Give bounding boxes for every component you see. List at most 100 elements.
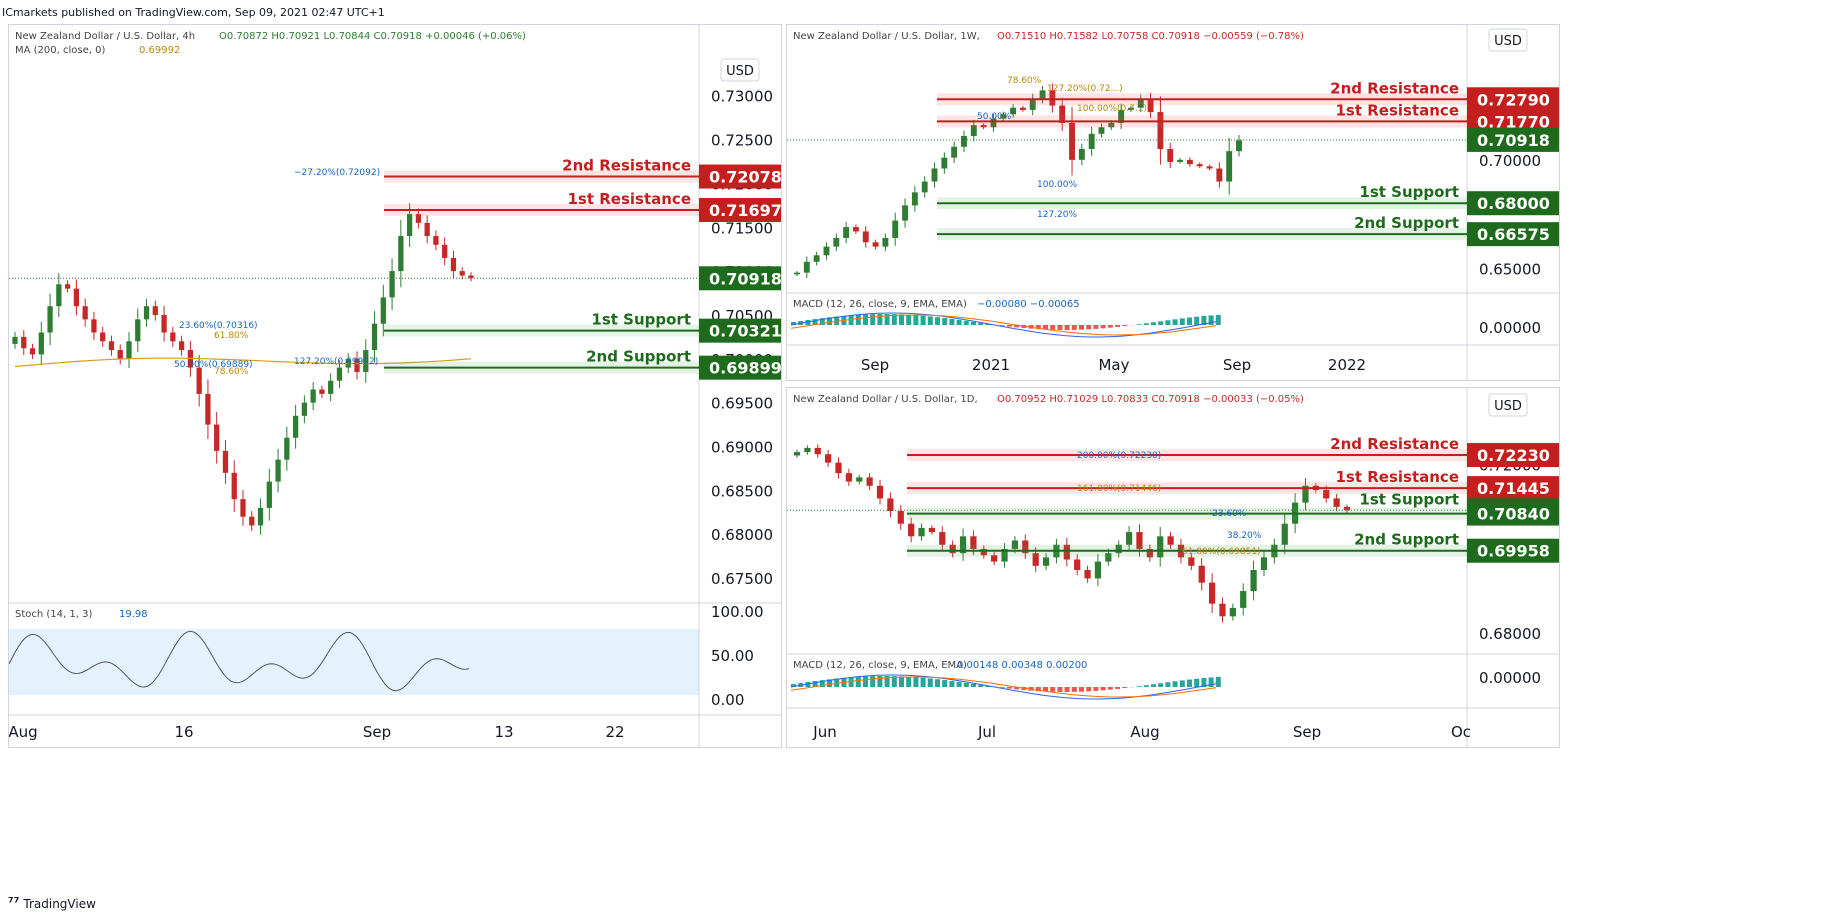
fib-level-label: 127.20% [1037, 210, 1077, 220]
ma-indicator-value: 0.69992 [139, 45, 180, 56]
candle-body [1010, 107, 1017, 115]
level-price-tag [1467, 501, 1559, 526]
level-price-text: 0.70918 [1477, 131, 1550, 150]
macd-histogram-bar [1158, 683, 1164, 687]
chart-svg-weekly[interactable]: New Zealand Dollar / U.S. Dollar, 1W, O0.… [787, 25, 1559, 380]
time-tick-label: Oc [1451, 723, 1471, 741]
tradingview-footer[interactable]: ⁷⁷ TradingView [8, 896, 96, 911]
oscillator-value: 0.00148 0.00348 0.00200 [957, 660, 1087, 671]
macd-histogram-bar [1201, 678, 1207, 687]
candle-body [354, 358, 360, 372]
currency-button[interactable]: USD [1488, 393, 1528, 417]
macd-histogram-bar [1079, 325, 1084, 330]
fib-level-label: 61.80%(0.69851) [1182, 547, 1261, 557]
level-name-label: 1st Support [591, 311, 691, 329]
candle-body [143, 306, 150, 320]
ma200-line [14, 357, 472, 368]
candle-body [852, 227, 859, 232]
candle-body [178, 341, 185, 351]
macd-histogram-bar [1079, 687, 1084, 692]
macd-histogram-bar [1093, 687, 1099, 691]
macd-histogram-bar [999, 325, 1005, 326]
candle-body [949, 544, 956, 554]
macd-histogram-bar [1100, 687, 1106, 691]
candle-body [980, 548, 987, 556]
candle-body [1216, 168, 1223, 182]
time-tick-label: Sep [861, 356, 889, 374]
level-name-label: 1st Resistance [567, 190, 691, 208]
candle-body [336, 367, 343, 381]
candle-body [319, 389, 325, 394]
candle-body [872, 242, 879, 247]
macd-histogram-bar [1050, 325, 1056, 330]
macd-histogram-bar [1215, 676, 1221, 687]
fib-level-label: 78.60% [214, 367, 249, 377]
macd-histogram-bar [855, 676, 861, 687]
time-tick-label: Jun [812, 723, 836, 741]
candle-body [991, 555, 998, 562]
fib-level-label: 127.20%(0.72...) [1047, 84, 1123, 94]
candle-body [301, 402, 308, 416]
macd-histogram-bar [956, 681, 962, 687]
candle-body [823, 246, 830, 256]
level-price-text: 0.72230 [1477, 446, 1550, 465]
candle-body [1000, 114, 1007, 119]
candle-body [1333, 498, 1340, 507]
macd-histogram-bar [819, 680, 825, 687]
candle-body [433, 236, 439, 245]
time-tick-label: May [1098, 356, 1129, 374]
candle-body [959, 536, 967, 554]
candle-body [928, 527, 936, 533]
currency-button[interactable]: USD [1488, 28, 1528, 52]
macd-histogram-bar [906, 676, 912, 687]
macd-histogram-bar [791, 684, 796, 687]
candle-body [1039, 90, 1046, 100]
chart-svg-daily[interactable]: New Zealand Dollar / U.S. Dollar, 1D, O0.… [787, 388, 1559, 747]
price-tick-label: 0.68000 [711, 526, 773, 544]
macd-histogram-bar [899, 676, 904, 687]
candle-body [468, 275, 474, 279]
level-price-tag [1467, 127, 1559, 152]
macd-histogram-bar [805, 320, 811, 325]
chart-svg-4h[interactable]: New Zealand Dollar / U.S. Dollar, 4h O0.7… [8, 25, 782, 747]
candle-body [240, 499, 246, 517]
currency-label: USD [726, 64, 754, 79]
oscillator-tick-label: 0.00000 [1479, 319, 1541, 337]
level-price-text: 0.66575 [1477, 225, 1550, 244]
candle-body [813, 255, 820, 262]
macd-histogram-bar [1035, 687, 1041, 692]
fib-level-label: 100.00%(0.7...) [1077, 104, 1147, 114]
macd-histogram-bar [863, 314, 868, 325]
candle-body [371, 323, 378, 351]
candle-body [804, 447, 811, 453]
time-tick-label: Aug [9, 723, 38, 741]
candle-body [170, 332, 176, 342]
macd-histogram-bar [1151, 322, 1156, 325]
macd-histogram-bar [935, 317, 940, 325]
chart-panel-daily[interactable]: New Zealand Dollar / U.S. Dollar, 1D, O0.… [786, 387, 1560, 748]
oscillator-value: 19.98 [119, 609, 148, 620]
candle-body [1198, 565, 1205, 583]
macd-histogram-bar [971, 321, 976, 325]
candle-body [897, 511, 904, 524]
macd-histogram-bar [1187, 679, 1192, 687]
chart-panel-weekly[interactable]: New Zealand Dollar / U.S. Dollar, 1W, O0.… [786, 24, 1560, 381]
macd-histogram-bar [827, 679, 832, 687]
macd-histogram-bar [870, 676, 876, 687]
macd-histogram-bar [942, 680, 948, 687]
chart-panel-4h[interactable]: New Zealand Dollar / U.S. Dollar, 4h O0.7… [8, 24, 782, 748]
level-price-text: 0.69899 [709, 359, 781, 378]
macd-histogram-bar [935, 679, 940, 687]
currency-button[interactable]: USD [720, 58, 760, 82]
candle-body [1302, 485, 1309, 503]
candle-body [1032, 553, 1039, 566]
ohlc-readout: O0.70952 H0.71029 L0.70833 C0.70918 −0.0… [997, 394, 1304, 405]
candle-body [951, 146, 958, 158]
macd-histogram-bar [927, 678, 933, 687]
candle-body [1022, 540, 1029, 554]
oscillator-tick-label: 100.00 [711, 603, 764, 621]
level-price-text: 0.70321 [709, 322, 781, 341]
macd-histogram-bar [812, 681, 818, 687]
candle-body [1125, 532, 1133, 545]
candle-body [1281, 523, 1288, 545]
